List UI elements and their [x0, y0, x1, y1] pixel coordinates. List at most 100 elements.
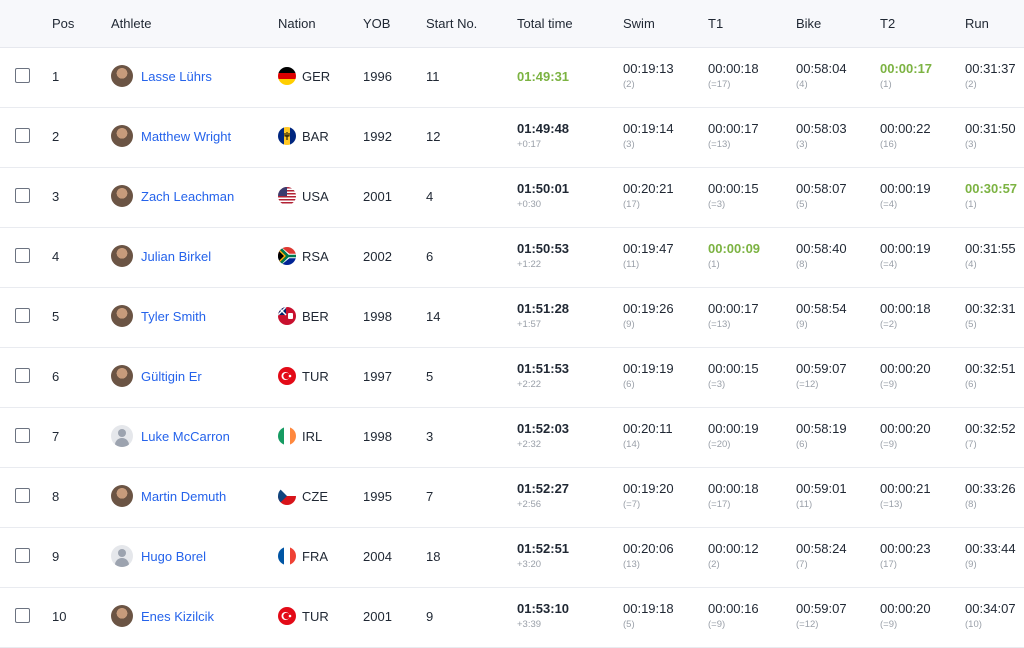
col-header-t1[interactable]: T1 [708, 16, 724, 31]
pos-cell: 1 [52, 69, 60, 84]
total-time-value: 01:53:10 [517, 601, 570, 616]
run-rank: (1) [965, 199, 977, 210]
t1-cell: 00:00:15 (=3) [708, 361, 759, 390]
swim-rank: (3) [623, 139, 635, 150]
table-body: 1 Lasse Lührs GER 1996 11 01:49:31 00:19:13 (… [0, 48, 1024, 648]
run-cell: 00:34:07 (10) [965, 601, 1016, 630]
t2-time: 00:00:17 [880, 61, 933, 76]
nation-flag-icon [278, 547, 296, 565]
col-header-athlete[interactable]: Athlete [111, 16, 152, 31]
row-select-checkbox[interactable] [15, 188, 30, 203]
athlete-name-link[interactable]: Matthew Wright [141, 129, 232, 144]
t2-cell: 00:00:18 (=2) [880, 301, 931, 330]
bike-rank: (=12) [796, 619, 819, 630]
total-time-value: 01:50:53 [517, 241, 570, 256]
run-time: 00:33:44 [965, 541, 1016, 556]
swim-time: 00:19:20 [623, 481, 674, 496]
gap-value: +2:32 [517, 439, 542, 450]
bike-cell: 00:58:19 (6) [796, 421, 847, 450]
col-header-t2[interactable]: T2 [880, 16, 896, 31]
nation-cell: FRA [302, 549, 328, 564]
swim-time: 00:19:13 [623, 61, 674, 76]
athlete-name-link[interactable]: Zach Leachman [141, 189, 235, 204]
t1-rank: (=17) [708, 499, 731, 510]
athlete-name-link[interactable]: Enes Kizilcik [141, 609, 214, 624]
t2-time: 00:00:19 [880, 241, 931, 256]
table-row: 4 Julian Birkel RSA 2002 6 01:50:53 +1:22 00… [0, 228, 1024, 288]
run-rank: (7) [965, 439, 977, 450]
bike-cell: 00:58:07 (5) [796, 181, 847, 210]
t1-rank: (=3) [708, 199, 726, 210]
bike-cell: 00:58:04 (4) [796, 61, 847, 90]
table-row: 9 Hugo Borel FRA 2004 18 01:52:51 +3:20 00:2… [0, 528, 1024, 588]
t2-cell: 00:00:19 (=4) [880, 181, 931, 210]
swim-time: 00:20:06 [623, 541, 674, 556]
yob-cell: 1997 [363, 369, 392, 384]
total-time-cell: 01:49:48 +0:17 [517, 121, 569, 150]
swim-rank: (6) [623, 379, 635, 390]
total-time-cell: 01:51:53 +2:22 [517, 361, 569, 390]
row-select-checkbox[interactable] [15, 128, 30, 143]
bike-cell: 00:59:07 (=12) [796, 361, 847, 390]
run-rank: (10) [965, 619, 982, 630]
t2-cell: 00:00:20 (=9) [880, 361, 931, 390]
row-select-checkbox[interactable] [15, 608, 30, 623]
t2-cell: 00:00:23 (17) [880, 541, 931, 570]
bike-time: 00:58:04 [796, 61, 847, 76]
bike-time: 00:58:40 [796, 241, 847, 256]
pos-cell: 6 [52, 369, 60, 384]
row-select-checkbox[interactable] [15, 68, 30, 83]
row-select-checkbox[interactable] [15, 308, 30, 323]
col-header-nation[interactable]: Nation [278, 16, 316, 31]
col-header-run[interactable]: Run [965, 16, 989, 31]
col-header-total-time[interactable]: Total time [517, 16, 573, 31]
t1-cell: 00:00:18 (=17) [708, 61, 759, 90]
swim-rank: (5) [623, 619, 635, 630]
col-header-swim[interactable]: Swim [623, 16, 655, 31]
athlete-avatar [111, 545, 133, 567]
pos-cell: 8 [52, 489, 60, 504]
t2-time: 00:00:22 [880, 121, 931, 136]
athlete-name-link[interactable]: Martin Demuth [141, 489, 227, 504]
t2-cell: 00:00:17 (1) [880, 61, 932, 90]
row-select-checkbox[interactable] [15, 428, 30, 443]
athlete-name-link[interactable]: Julian Birkel [141, 249, 212, 264]
t1-cell: 00:00:09 (1) [708, 241, 760, 270]
athlete-avatar [111, 485, 133, 507]
col-header-yob[interactable]: YOB [363, 16, 391, 31]
nation-flag-icon [278, 427, 296, 445]
t1-cell: 00:00:15 (=3) [708, 181, 759, 210]
col-header-pos[interactable]: Pos [52, 16, 75, 31]
t1-time: 00:00:15 [708, 181, 759, 196]
run-rank: (5) [965, 319, 977, 330]
start-no-cell: 12 [426, 129, 441, 144]
swim-rank: (13) [623, 559, 640, 570]
row-select-checkbox[interactable] [15, 248, 30, 263]
col-header-bike[interactable]: Bike [796, 16, 822, 31]
t2-rank: (=4) [880, 199, 898, 210]
pos-cell: 9 [52, 549, 60, 564]
run-time: 00:33:26 [965, 481, 1016, 496]
total-time-cell: 01:53:10 +3:39 [517, 601, 569, 630]
athlete-name-link[interactable]: Lasse Lührs [141, 69, 212, 84]
athlete-name-link[interactable]: Luke McCarron [141, 429, 230, 444]
swim-cell: 00:19:13 (2) [623, 61, 674, 90]
run-rank: (4) [965, 259, 977, 270]
t1-rank: (=20) [708, 439, 731, 450]
athlete-name-link[interactable]: Gültigin Er [141, 369, 202, 384]
t2-time: 00:00:21 [880, 481, 931, 496]
col-header-start-no[interactable]: Start No. [426, 16, 478, 31]
athlete-name-link[interactable]: Hugo Borel [141, 549, 207, 564]
row-select-checkbox[interactable] [15, 488, 30, 503]
run-rank: (6) [965, 379, 977, 390]
row-select-checkbox[interactable] [15, 368, 30, 383]
run-cell: 00:32:31 (5) [965, 301, 1016, 330]
athlete-name-link[interactable]: Tyler Smith [141, 309, 207, 324]
run-rank: (2) [965, 79, 977, 90]
t2-time: 00:00:18 [880, 301, 931, 316]
t1-time: 00:00:12 [708, 541, 759, 556]
bike-time: 00:58:19 [796, 421, 847, 436]
t1-cell: 00:00:17 (=13) [708, 121, 759, 150]
t1-rank: (=17) [708, 79, 731, 90]
row-select-checkbox[interactable] [15, 548, 30, 563]
